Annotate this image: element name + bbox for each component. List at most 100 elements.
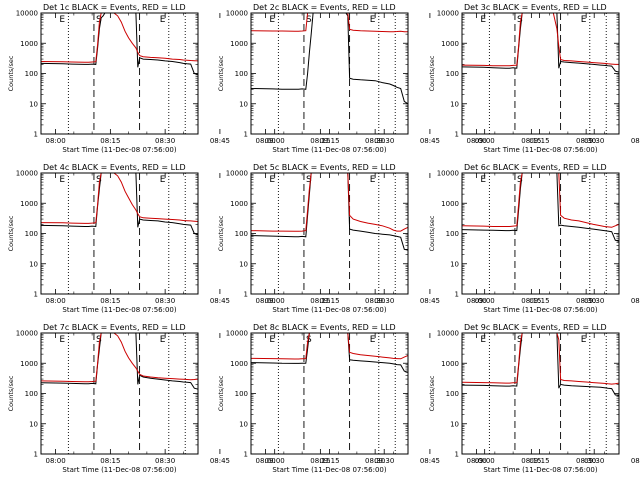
y-tick-label: 100 — [25, 230, 38, 238]
events-series-line — [462, 13, 619, 73]
marker-label: E — [59, 335, 65, 345]
plot-frame — [250, 332, 409, 455]
y-tick-label: 10 — [450, 260, 459, 268]
y-tick-label: 10000 — [16, 170, 38, 178]
marker-label: S — [517, 175, 523, 185]
x-tick-label: 08:00 — [467, 297, 487, 305]
y-axis-label: Counts/sec — [428, 215, 436, 251]
detector-panel-3: Det 3c BLACK = Events, RED = LLD Counts/s… — [428, 3, 640, 154]
y-tick-label: 10 — [239, 420, 248, 428]
y-axis-label: Counts/sec — [428, 375, 436, 411]
y-tick-label: 1000 — [20, 40, 38, 48]
y-tick-label: 1 — [34, 131, 38, 139]
lld-series-line — [462, 173, 619, 228]
y-tick-label: 100 — [446, 390, 459, 398]
marker-label: S — [96, 175, 102, 185]
marker-label: E — [269, 175, 275, 185]
plot-frame — [461, 172, 620, 295]
x-tick-label: 08:30 — [155, 457, 175, 465]
marker-label: E — [160, 15, 166, 25]
x-tick-label: 08:15 — [521, 297, 541, 305]
y-tick-label: 1000 — [441, 360, 459, 368]
x-tick-label: 08:45 — [631, 137, 640, 145]
y-tick-label: 1 — [455, 451, 459, 459]
x-tick-label: 09:15 — [319, 297, 339, 305]
x-tick-label: 08:00 — [467, 137, 487, 145]
y-tick-label: 10000 — [16, 330, 38, 338]
x-tick-label: 08:15 — [100, 457, 120, 465]
events-series-line — [251, 173, 408, 251]
plot-frame — [40, 332, 199, 455]
x-axis-label: Start Time (11-Dec-08 07:56:00) — [62, 306, 176, 314]
y-tick-label: 10 — [450, 420, 459, 428]
detector-panel-1: Det 1c BLACK = Events, RED = LLD Counts/s… — [7, 3, 394, 154]
plot-frame — [40, 12, 199, 135]
events-series-line — [251, 13, 408, 105]
x-tick-label: 09:30 — [374, 137, 394, 145]
y-tick-label: 10 — [239, 260, 248, 268]
x-axis-label: Start Time (11-Dec-08 07:56:00) — [272, 466, 386, 474]
x-axis-label: Start Time (11-Dec-08 07:56:00) — [483, 466, 597, 474]
x-tick-label: 09:15 — [319, 457, 339, 465]
marker-label: E — [59, 175, 65, 185]
y-tick-label: 10 — [450, 100, 459, 108]
x-tick-label: 08:15 — [310, 457, 330, 465]
x-tick-label: 08:15 — [100, 137, 120, 145]
events-series-line — [462, 333, 619, 397]
x-tick-label: 08:15 — [521, 137, 541, 145]
x-tick-label: 09:30 — [374, 457, 394, 465]
x-tick-label: 08:00 — [256, 297, 276, 305]
x-tick-label: 08:30 — [576, 137, 596, 145]
y-tick-label: 10000 — [437, 10, 459, 18]
marker-label: E — [581, 335, 587, 345]
x-tick-label: 08:30 — [155, 297, 175, 305]
y-tick-label: 1 — [34, 451, 38, 459]
y-tick-label: 100 — [446, 70, 459, 78]
y-tick-label: 1 — [244, 131, 248, 139]
marker-label: E — [370, 335, 376, 345]
marker-label: S — [517, 335, 523, 345]
x-axis-label: Start Time (11-Dec-08 07:56:00) — [62, 146, 176, 154]
x-tick-label: 08:45 — [420, 137, 440, 145]
y-tick-label: 1 — [244, 291, 248, 299]
x-tick-label: 09:30 — [374, 297, 394, 305]
y-tick-label: 10000 — [226, 170, 248, 178]
marker-label: S — [306, 175, 312, 185]
y-tick-label: 1000 — [441, 40, 459, 48]
y-tick-label: 10 — [29, 420, 38, 428]
marker-label: E — [370, 15, 376, 25]
x-tick-label: 08:00 — [46, 457, 66, 465]
marker-label: E — [370, 175, 376, 185]
x-tick-label: 08:00 — [46, 137, 66, 145]
y-axis-label: Counts/sec — [7, 215, 15, 251]
marker-label: E — [480, 175, 486, 185]
y-axis-label: Counts/sec — [7, 55, 15, 91]
x-tick-label: 08:45 — [420, 457, 440, 465]
plot-frame — [250, 12, 409, 135]
y-tick-label: 10 — [29, 100, 38, 108]
y-tick-label: 10 — [29, 260, 38, 268]
panel-title: Det 8c BLACK = Events, RED = LLD — [253, 323, 396, 332]
y-axis-label: Counts/sec — [217, 215, 225, 251]
marker-label: S — [517, 15, 523, 25]
events-series-line — [41, 333, 198, 390]
y-tick-label: 100 — [446, 230, 459, 238]
marker-label: S — [306, 15, 312, 25]
y-tick-label: 1000 — [20, 360, 38, 368]
x-axis-label: Start Time (11-Dec-08 07:56:00) — [272, 306, 386, 314]
x-tick-label: 09:15 — [319, 137, 339, 145]
y-tick-label: 100 — [235, 230, 248, 238]
lld-series-line — [41, 13, 198, 63]
lld-series-line — [41, 333, 198, 383]
marker-label: S — [96, 15, 102, 25]
x-tick-label: 09:15 — [529, 137, 549, 145]
y-tick-label: 1 — [34, 291, 38, 299]
plot-frame — [40, 172, 199, 295]
x-tick-label: 09:00 — [475, 137, 495, 145]
x-axis-label: Start Time (11-Dec-08 07:56:00) — [483, 146, 597, 154]
x-tick-label: 09:00 — [265, 457, 285, 465]
x-tick-label: 08:45 — [631, 457, 640, 465]
y-axis-label: Counts/sec — [7, 375, 15, 411]
y-tick-label: 10000 — [16, 10, 38, 18]
